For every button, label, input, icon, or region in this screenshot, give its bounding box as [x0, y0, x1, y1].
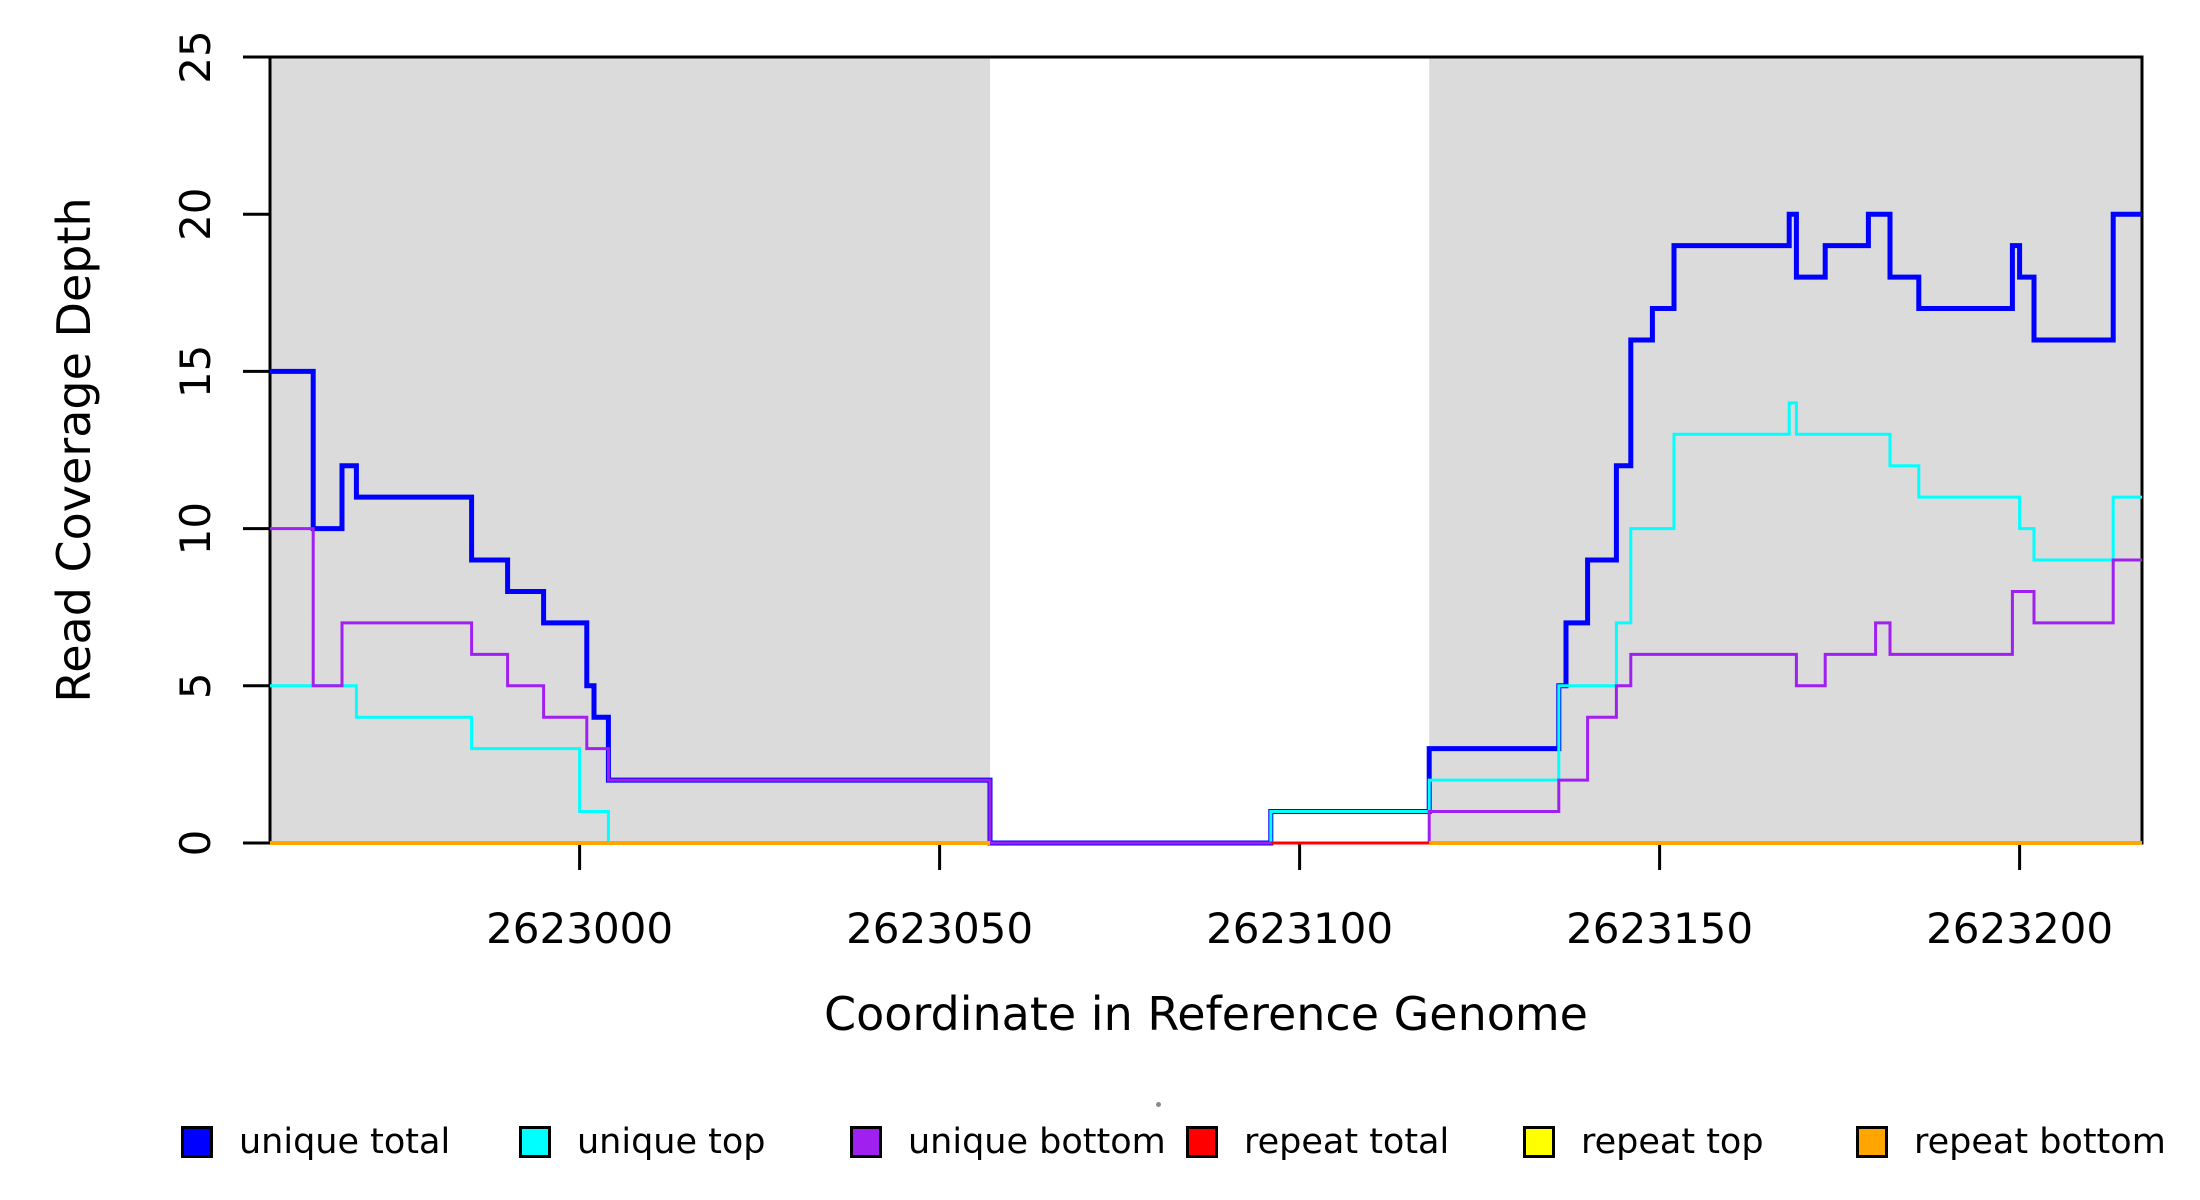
x-tick-label: 2623100 — [1206, 904, 1393, 953]
y-tick-label: 0 — [171, 830, 220, 857]
y-tick-label: 10 — [171, 502, 220, 555]
series-line-unique-top — [270, 401, 2142, 845]
x-tick-label: 2623000 — [486, 904, 673, 953]
y-tick-label: 15 — [171, 345, 220, 398]
shaded-region-0 — [270, 57, 990, 843]
x-tick-label: 2623200 — [1926, 904, 2113, 953]
series-line-unique-total — [270, 211, 2142, 846]
y-tick-label: 20 — [171, 187, 220, 240]
stray-dot-artifact — [1156, 1102, 1161, 1107]
y-axis-title: Read Coverage Depth — [47, 197, 101, 702]
shaded-region-1 — [1429, 57, 2142, 843]
x-tick-label: 2623150 — [1566, 904, 1753, 953]
series-line-unique-bottom — [270, 527, 2142, 845]
y-tick-label: 5 — [171, 672, 220, 699]
x-axis-title: Coordinate in Reference Genome — [824, 987, 1588, 1041]
y-tick-label: 25 — [171, 30, 220, 83]
x-tick-label: 2623050 — [846, 904, 1033, 953]
